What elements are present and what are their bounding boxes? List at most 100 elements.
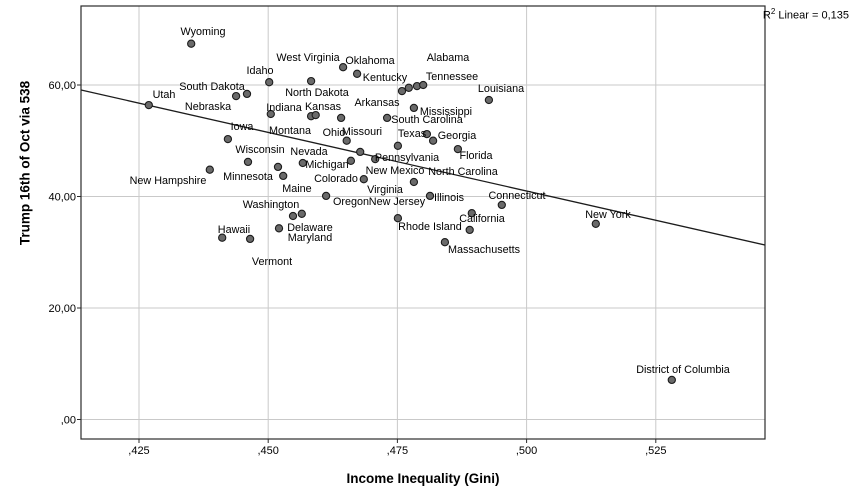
data-point-wyoming [187,39,196,48]
point-label-north-dakota: North Dakota [285,87,349,99]
data-point-arkansas [404,83,413,92]
point-label-hawaii: Hawaii [218,224,250,236]
r2-superscript: 2 [770,7,776,16]
point-label-new-york: New York [585,209,631,221]
data-point-nevada [356,147,365,157]
data-point-north-dakota [306,76,316,86]
point-label-washington: Washington [243,199,300,211]
point-label-montana: Montana [269,125,311,137]
y-tick-label: 40,00 [48,191,76,203]
data-point-nebraska [231,91,241,101]
x-tick-label: ,525 [645,445,666,457]
r2-prefix: R [762,9,771,22]
data-point-mississippi [409,103,419,113]
data-point-montana [311,110,320,120]
data-point-maine [273,162,283,172]
point-label-missouri: Missouri [342,126,382,138]
x-tick-label: ,500 [516,445,537,457]
data-point-florida [453,144,463,154]
point-label-district-of-columbia: District of Columbia [636,364,730,376]
data-point-connecticut [497,200,506,210]
point-label-north-carolina: North Carolina [428,166,498,178]
point-label-new-hampshire: New Hampshire [130,175,207,187]
data-point-louisiana [484,95,494,105]
data-point-new-york [591,219,600,228]
data-point-ohio [336,113,346,123]
point-label-delaware: Delaware [287,222,333,234]
point-label-iowa: Iowa [231,121,254,133]
data-point-west-virginia [338,63,348,72]
point-label-rhode-island: Rhode Island [398,221,462,233]
data-point-illinois [425,191,435,201]
data-point-new-jersey [393,214,403,223]
data-point-georgia [428,136,438,145]
point-label-louisiana: Louisiana [478,83,524,95]
x-tick-label: ,425 [128,445,149,457]
point-label-pennsylvania: Pennsylvania [375,152,439,164]
point-label-massachusetts: Massachusetts [448,244,521,256]
point-label-kansas: Kansas [305,101,342,113]
point-label-connecticut: Connecticut [488,190,545,202]
regression-line [80,89,765,246]
point-label-west-virginia: West Virginia [276,52,339,64]
data-point-oregon [321,191,331,201]
point-label-south-dakota: South Dakota [179,81,244,93]
data-point-new-mexico [393,141,403,150]
point-label-georgia: Georgia [438,130,476,142]
x-tick-label: ,450 [257,445,278,457]
point-label-wyoming: Wyoming [181,26,226,38]
point-label-idaho: Idaho [246,65,273,77]
data-point-texas [422,129,432,139]
point-label-maine: Maine [282,183,311,195]
point-label-colorado: Colorado [314,173,358,185]
data-point-delaware [297,209,306,218]
point-label-minnesota: Minnesota [223,171,273,183]
data-point-district-of-columbia [667,375,676,385]
data-point-pennsylvania [371,154,380,164]
data-point-oklahoma [352,69,362,78]
point-label-maryland: Maryland [288,232,332,244]
data-point-california [467,209,476,218]
point-label-alabama: Alabama [427,52,470,64]
data-point-tennessee [419,80,428,90]
y-axis-title: Trump 16th of Oct via 538 [17,80,33,246]
data-point-new-hampshire [205,165,214,174]
data-point-virginia [409,177,419,187]
data-point-hawaii [218,233,227,242]
data-point-massachusetts [440,238,450,247]
y-tick-label: ,00 [61,414,76,426]
point-label-oregon: Oregon [333,196,369,208]
data-point-indiana [266,109,275,119]
data-point-kentucky [397,86,407,96]
point-label-texas: Texas [398,128,427,140]
point-label-tennessee: Tennessee [426,71,478,83]
point-label-illinois: Illinois [434,192,465,204]
point-label-nevada: Nevada [290,146,327,158]
data-point-idaho [265,78,274,87]
data-point-iowa [223,134,233,144]
data-point-washington [288,211,298,221]
r2-text: Linear = 0,135 [775,9,849,22]
data-point-utah [144,100,153,110]
point-label-michigan: Michigan [305,159,348,171]
x-axis-title: Income Inequality (Gini) [346,471,500,486]
point-label-oklahoma: Oklahoma [345,55,394,67]
y-tick-label: 60,00 [48,80,76,92]
data-point-missouri [342,136,351,145]
point-label-kentucky: Kentucky [363,72,408,84]
point-label-mississippi: Mississippi [420,106,472,118]
point-label-south-carolina: South Carolina [391,114,462,126]
data-point-wisconsin [243,157,253,167]
point-label-wisconsin: Wisconsin [235,144,284,156]
point-label-virginia: Virginia [367,184,403,196]
data-point-maryland [274,224,284,233]
data-point-minnesota [279,171,288,181]
data-point-colorado [359,175,368,184]
x-tick-label: ,475 [387,445,408,457]
point-label-florida: Florida [459,150,492,162]
data-point-south-dakota [242,89,252,99]
r-squared-annotation: R2 Linear = 0,135 [763,7,849,22]
data-point-south-carolina [382,113,392,123]
